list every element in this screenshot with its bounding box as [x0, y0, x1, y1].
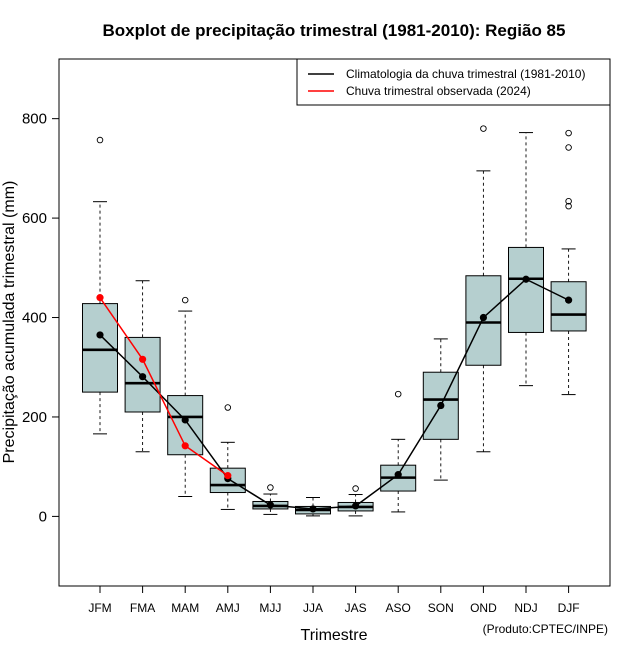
outlier-ond-0 [480, 125, 487, 132]
series-line-climatology [99, 278, 569, 510]
series-point-climatology-jas [352, 502, 360, 510]
x-tick-label-aso: ASO [386, 601, 411, 615]
y-axis: 0 200 400 600 800 [22, 111, 59, 525]
series-point-climatology-aso [394, 471, 402, 479]
legend-label-climatology: Climatologia da chuva trimestral (1981-2… [346, 67, 585, 81]
y-tick-label-200: 200 [22, 409, 47, 426]
x-tick-label-jfm: JFM [88, 601, 111, 615]
box-djf [550, 129, 587, 396]
box-mjj [252, 484, 289, 515]
series-point-climatology-mjj [266, 501, 274, 509]
x-tick-label-son: SON [428, 601, 454, 615]
box-body-jfm [82, 303, 118, 393]
outlier-djf-0 [565, 202, 572, 210]
box-ndj [508, 132, 544, 387]
outlier-mam-0 [181, 296, 189, 304]
outlier-aso-0 [394, 390, 402, 398]
x-axis: JFM FMA MAM AMJ MJJ JJA JAS ASO SON OND NDJ DJF [88, 586, 580, 615]
box-jfm [82, 136, 118, 435]
box-ond [465, 125, 502, 453]
outlier-jas-0 [352, 485, 359, 492]
product-credit: (Produto:CPTEC/INPE) [483, 622, 608, 636]
series-point-climatology-son [437, 401, 445, 410]
series-point-climatology-djf [565, 296, 573, 304]
x-tick-label-jja: JJA [303, 601, 323, 615]
series-point-climatology-jja [309, 505, 317, 513]
series-point-climatology-ond [479, 313, 487, 322]
outlier-djf-3 [565, 129, 572, 137]
outlier-djf-2 [565, 144, 572, 151]
series-point-climatology-ndj [522, 275, 530, 283]
box-son [422, 338, 459, 481]
chart-title: Boxplot de precipitação trimestral (1981… [103, 21, 566, 40]
series-point-observed-mam [181, 442, 189, 450]
box-amj [209, 404, 246, 510]
x-tick-label-mjj: MJJ [259, 601, 281, 615]
x-tick-label-fma: FMA [130, 601, 155, 615]
boxes-group [82, 125, 587, 517]
series-point-observed-amj [224, 472, 232, 480]
outlier-mjj-0 [267, 484, 274, 491]
x-tick-label-amj: AMJ [216, 601, 240, 615]
series-point-climatology-fma [139, 373, 147, 381]
x-axis-label: Trimestre [301, 627, 368, 644]
legend-frame [296, 58, 611, 106]
series-point-climatology-mam [181, 416, 189, 424]
y-tick-label-0: 0 [39, 508, 47, 525]
outlier-djf-1 [565, 197, 572, 205]
series-line-observed [99, 297, 229, 477]
outlier-amj-0 [224, 404, 232, 411]
box-fma [124, 280, 161, 453]
series-point-observed-fma [139, 355, 147, 363]
series-point-observed-jfm [96, 294, 104, 302]
series-group [96, 275, 573, 513]
x-tick-label-ndj: NDJ [514, 601, 537, 615]
y-tick-label-600: 600 [22, 210, 47, 227]
y-tick-label-400: 400 [22, 310, 47, 327]
box-jas [337, 485, 374, 517]
y-tick-label-800: 800 [22, 111, 47, 128]
x-tick-label-jas: JAS [345, 601, 367, 615]
box-mam [167, 296, 204, 498]
box-body-djf [550, 281, 587, 332]
y-axis-label: Precipitação acumulada trimestral (mm) [1, 181, 18, 464]
series-point-climatology-jfm [96, 331, 104, 339]
x-tick-label-djf: DJF [558, 601, 580, 615]
x-tick-label-mam: MAM [171, 601, 199, 615]
outlier-jfm-0 [96, 136, 104, 144]
legend-label-observed: Chuva trimestral observada (2024) [346, 84, 531, 98]
x-tick-label-ond: OND [470, 601, 497, 615]
legend: Climatologia da chuva trimestral (1981-2… [296, 58, 611, 106]
box-aso [380, 390, 417, 513]
